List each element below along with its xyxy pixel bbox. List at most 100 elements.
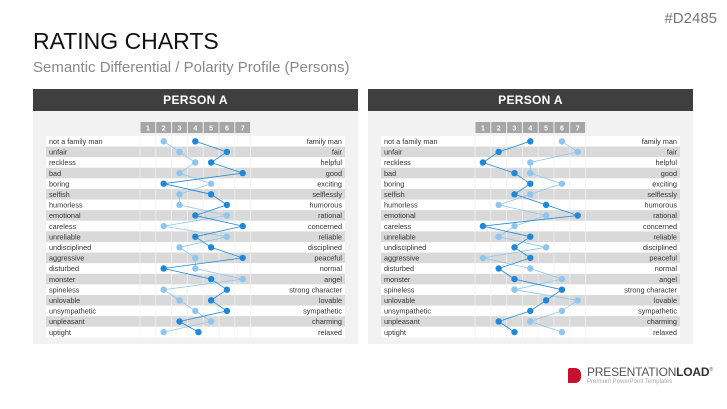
left-pole-label: unlovable <box>384 296 415 305</box>
right-pole-label: strong character <box>624 285 677 294</box>
data-point <box>239 169 246 177</box>
right-pole-label: selflessly <box>312 190 342 199</box>
data-point <box>223 307 231 315</box>
right-pole-label: rational <box>653 211 677 220</box>
scale-cell <box>172 122 187 133</box>
data-point <box>574 148 581 156</box>
data-point <box>223 148 231 156</box>
rating-chart-right: PERSON A 1 2 3 4 5 6 7 not a family man family m… <box>368 89 693 344</box>
right-pole-label: peaceful <box>314 254 342 263</box>
data-point <box>558 328 566 336</box>
left-pole-label: unpleasant <box>384 317 420 326</box>
scale-tick-label: 2 <box>497 126 501 133</box>
data-point <box>479 222 487 230</box>
scale-cell <box>235 122 251 133</box>
row-background <box>381 273 680 285</box>
left-pole-label: aggressive <box>384 254 419 263</box>
left-pole-label: unreliable <box>384 232 416 241</box>
scale-tick-label: 4 <box>193 126 197 133</box>
data-point <box>495 233 502 240</box>
polarity-profile-plot: 1 2 3 4 5 6 7 not a family man family man unfair f… <box>46 122 345 338</box>
data-point <box>160 180 167 187</box>
data-point <box>527 180 534 187</box>
data-point <box>479 254 487 262</box>
row-background <box>46 146 345 158</box>
right-pole-label: lovable <box>654 296 677 305</box>
left-pole-label: selfish <box>49 190 70 199</box>
data-point <box>160 222 167 230</box>
scale-tick-label: 4 <box>528 126 532 133</box>
data-point <box>527 191 534 198</box>
scale-cell <box>554 122 570 133</box>
left-pole-label: humorless <box>384 201 418 210</box>
right-pole-label: good <box>661 169 677 178</box>
left-pole-label: disturbed <box>49 264 79 273</box>
left-pole-label: unfair <box>384 148 403 157</box>
scale-cell <box>219 122 235 133</box>
data-point <box>495 265 502 272</box>
data-point <box>207 318 215 325</box>
row-background <box>46 167 345 179</box>
data-point <box>192 254 199 262</box>
left-pole-label: reckless <box>49 158 76 167</box>
data-point <box>192 233 199 240</box>
left-pole-label: unsympathetic <box>49 307 96 316</box>
data-point <box>160 265 167 272</box>
data-point <box>176 169 183 177</box>
chart-title: PERSON A <box>33 89 358 111</box>
right-pole-label: relaxed <box>318 328 342 337</box>
left-pole-label: emotional <box>49 211 81 220</box>
row-background <box>381 242 680 253</box>
right-pole-label: relaxed <box>653 328 677 337</box>
row-background <box>381 295 680 306</box>
left-pole-label: undisciplined <box>384 243 426 252</box>
scale-cell <box>538 122 554 133</box>
data-point <box>195 328 202 336</box>
data-point <box>511 244 518 251</box>
data-point <box>527 233 534 240</box>
data-point <box>207 297 215 304</box>
right-pole-label: normal <box>655 264 678 273</box>
data-point <box>527 265 534 272</box>
data-point <box>558 286 566 293</box>
right-pole-label: humorous <box>310 201 343 210</box>
left-pole-label: spineless <box>49 285 80 294</box>
scale-tick-label: 5 <box>544 126 548 133</box>
right-pole-label: charming <box>647 317 677 326</box>
right-pole-label: good <box>326 169 342 178</box>
left-pole-label: boring <box>49 179 69 188</box>
data-point <box>176 244 183 251</box>
right-pole-label: disciplined <box>308 243 342 252</box>
scale-cell <box>570 122 586 133</box>
data-point <box>176 297 183 304</box>
right-pole-label: charming <box>312 317 342 326</box>
left-pole-label: unpleasant <box>49 317 85 326</box>
data-point <box>192 159 199 166</box>
left-pole-label: unfair <box>49 148 68 157</box>
right-pole-label: reliable <box>318 232 342 241</box>
left-pole-label: bad <box>384 169 396 178</box>
data-point <box>223 201 231 209</box>
row-background <box>46 295 345 306</box>
data-point <box>574 297 581 304</box>
left-pole-label: careless <box>384 222 412 231</box>
right-pole-label: reliable <box>653 232 677 241</box>
left-pole-label: disturbed <box>384 264 414 273</box>
data-point <box>176 201 183 209</box>
scale-tick-label: 2 <box>162 126 166 133</box>
left-pole-label: unreliable <box>49 232 81 241</box>
data-point <box>223 233 231 240</box>
data-point <box>223 212 231 219</box>
data-point <box>207 275 215 283</box>
left-pole-label: bad <box>49 169 61 178</box>
slide-code: #D2485 <box>664 10 717 27</box>
data-point <box>527 138 534 145</box>
left-pole-label: spineless <box>384 285 415 294</box>
data-point <box>574 212 581 219</box>
presentationload-logo: PRESENTATIONLOAD® Premium PowerPoint Tem… <box>568 365 713 385</box>
left-pole-label: boring <box>384 179 404 188</box>
row-background <box>46 316 345 327</box>
data-point <box>511 169 518 177</box>
left-pole-label: reckless <box>384 158 411 167</box>
chart-title: PERSON A <box>368 89 693 111</box>
